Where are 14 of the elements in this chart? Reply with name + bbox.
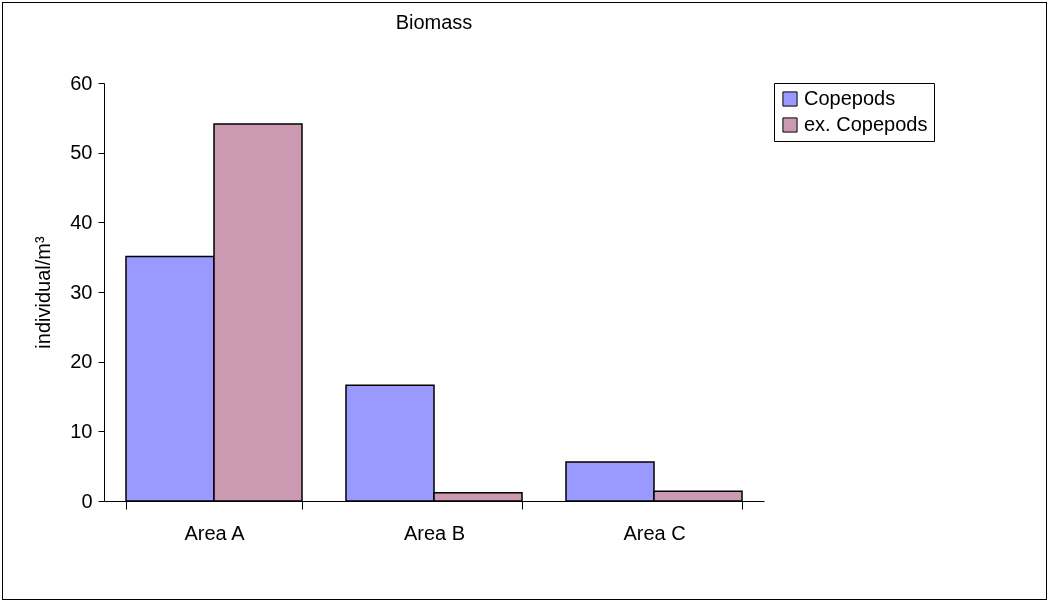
legend-label: Copepods [804,87,896,109]
y-tick-label: 40 [70,210,93,233]
y-tick-label: 20 [70,350,93,373]
chart-title: Biomass [395,11,473,33]
x-tick-label: Area C [623,521,686,544]
y-tick-label: 30 [70,280,93,303]
y-tick-label: 0 [81,489,93,512]
y-axis-title: individual/m³ [32,236,55,349]
y-tick-label: 10 [70,419,93,442]
y-tick-label: 50 [70,141,93,164]
x-tick-label: Area A [184,521,246,544]
legend-label: ex. Copepods [804,113,928,135]
x-tick-label: Area B [403,521,466,544]
y-tick-label: 60 [70,71,93,94]
